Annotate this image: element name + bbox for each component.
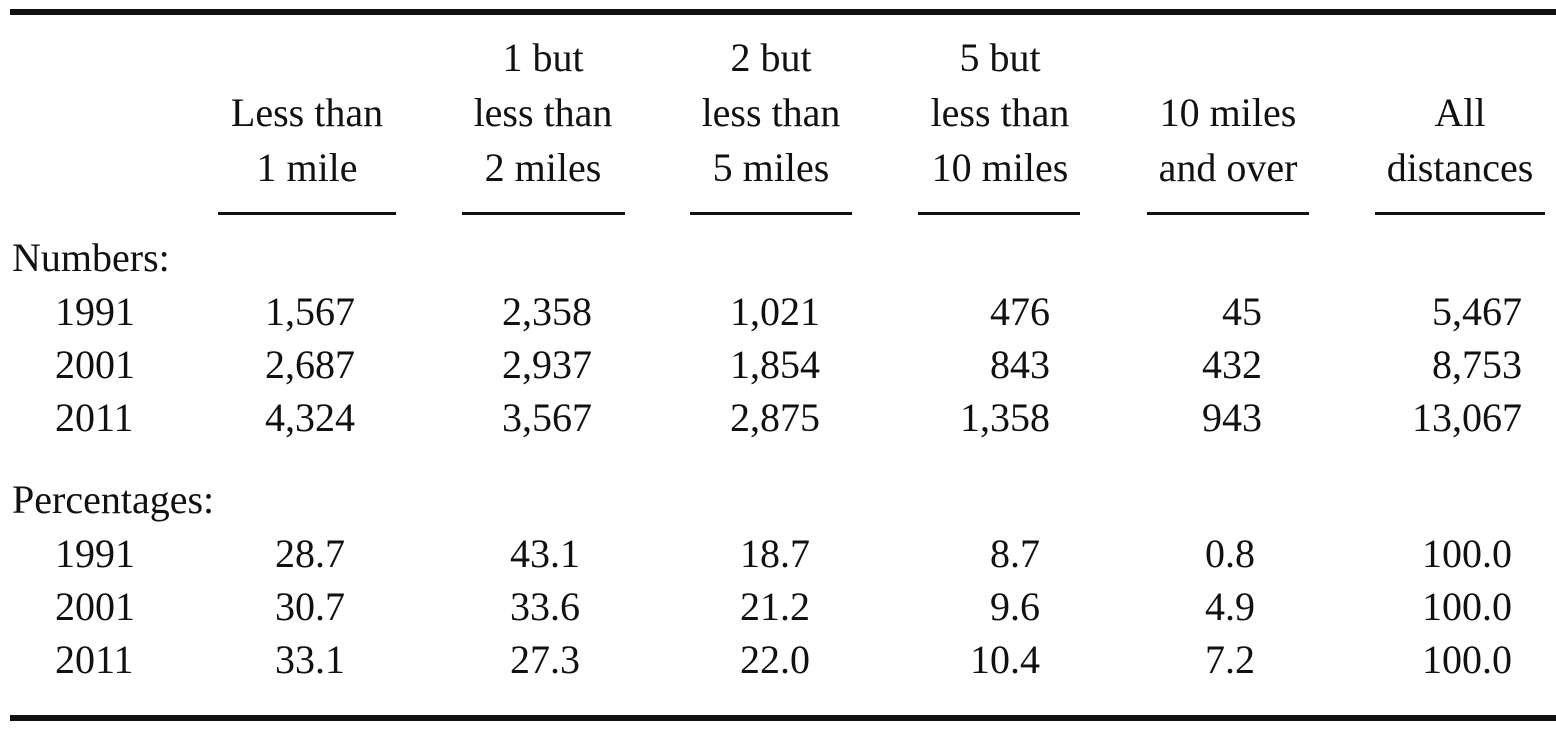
cell-value: 943 <box>1202 395 1262 440</box>
cell-value: 1,358 <box>960 395 1050 440</box>
header-underline <box>918 212 1080 215</box>
cell-value: 5,467 <box>1432 289 1522 334</box>
row-year: 2001 <box>55 342 135 387</box>
column-header: 5 miles <box>713 145 830 190</box>
cell-value: 2,937 <box>502 342 592 387</box>
bottom-rule <box>10 715 1556 721</box>
cell-value: 18.7 <box>740 531 810 576</box>
column-header: 1 mile <box>256 145 357 190</box>
cell-value: 4.9 <box>1205 584 1255 629</box>
column-header: distances <box>1387 145 1534 190</box>
row-year: 2001 <box>55 584 135 629</box>
column-header: 10 miles <box>1160 90 1297 135</box>
cell-value: 1,021 <box>730 289 820 334</box>
top-rule <box>10 9 1556 15</box>
cell-value: 2,687 <box>265 342 355 387</box>
header-underline <box>690 212 852 215</box>
column-header: 2 miles <box>485 145 602 190</box>
column-header: 5 but <box>959 35 1040 80</box>
section-label: Numbers: <box>12 235 170 280</box>
column-header: 10 miles <box>932 145 1069 190</box>
header-underline <box>1147 212 1309 215</box>
cell-value: 2,875 <box>730 395 820 440</box>
cell-value: 2,358 <box>502 289 592 334</box>
row-year: 1991 <box>55 289 135 334</box>
column-header: 1 but <box>502 35 583 80</box>
cell-value: 28.7 <box>275 531 345 576</box>
cell-value: 476 <box>990 289 1050 334</box>
row-year: 1991 <box>55 531 135 576</box>
cell-value: 43.1 <box>510 531 580 576</box>
column-header: All <box>1434 90 1485 135</box>
column-header: less than <box>931 90 1070 135</box>
cell-value: 45 <box>1222 289 1262 334</box>
header-underline <box>218 212 396 215</box>
cell-value: 8,753 <box>1432 342 1522 387</box>
cell-value: 0.8 <box>1205 531 1255 576</box>
cell-value: 22.0 <box>740 637 810 682</box>
column-header: less than <box>702 90 841 135</box>
cell-value: 432 <box>1202 342 1262 387</box>
cell-value: 100.0 <box>1422 584 1512 629</box>
header-underline <box>1375 212 1545 215</box>
cell-value: 10.4 <box>970 637 1040 682</box>
cell-value: 100.0 <box>1422 531 1512 576</box>
cell-value: 1,567 <box>265 289 355 334</box>
section-label: Percentages: <box>12 477 214 522</box>
cell-value: 843 <box>990 342 1050 387</box>
cell-value: 9.6 <box>990 584 1040 629</box>
header-underline <box>462 212 625 215</box>
row-year: 2011 <box>55 637 134 682</box>
cell-value: 100.0 <box>1422 637 1512 682</box>
cell-value: 1,854 <box>730 342 820 387</box>
column-header: and over <box>1159 145 1298 190</box>
cell-value: 13,067 <box>1412 395 1522 440</box>
cell-value: 21.2 <box>740 584 810 629</box>
cell-value: 3,567 <box>502 395 592 440</box>
cell-value: 30.7 <box>275 584 345 629</box>
column-header: Less than <box>231 90 383 135</box>
cell-value: 33.6 <box>510 584 580 629</box>
column-header: less than <box>474 90 613 135</box>
column-header: 2 but <box>730 35 811 80</box>
cell-value: 4,324 <box>265 395 355 440</box>
cell-value: 27.3 <box>510 637 580 682</box>
cell-value: 8.7 <box>990 531 1040 576</box>
cell-value: 7.2 <box>1205 637 1255 682</box>
cell-value: 33.1 <box>275 637 345 682</box>
row-year: 2011 <box>55 395 134 440</box>
